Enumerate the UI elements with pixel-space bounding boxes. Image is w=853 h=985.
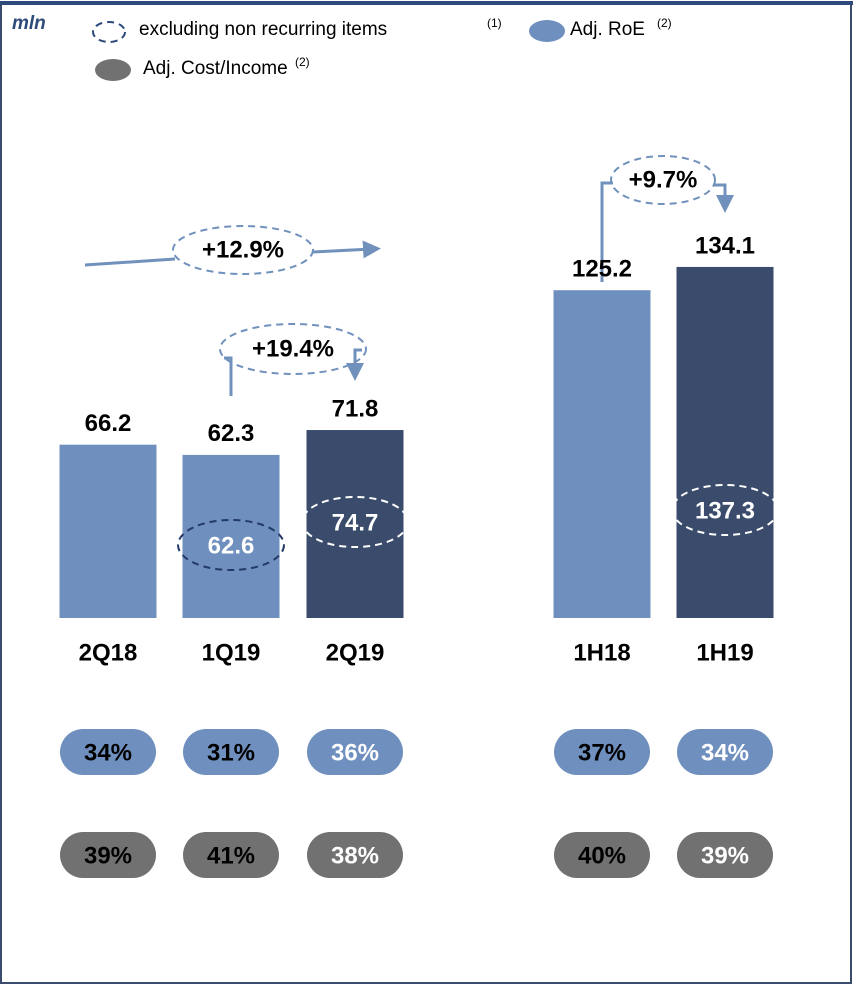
excluding-ellipse [301, 496, 409, 548]
bar [306, 430, 404, 618]
x-tick-label: 2Q18 [79, 639, 138, 666]
ratio-label: 31% [207, 739, 255, 766]
ratio-pill [554, 729, 650, 775]
connector [713, 183, 734, 213]
excluding-label: 62.6 [208, 532, 255, 559]
annotation: +9.7% [629, 166, 698, 193]
ratio-label: 39% [84, 842, 132, 869]
legend-swatch [95, 59, 131, 81]
connector [224, 356, 233, 396]
annotation: +19.4% [252, 335, 334, 362]
unit-label: mln [12, 13, 46, 34]
bar [553, 290, 651, 618]
bar [182, 454, 280, 618]
ratio-label: 39% [701, 842, 749, 869]
legend-note: (2) [657, 16, 672, 30]
excluding-label: 137.3 [695, 497, 755, 524]
ratio-label: 41% [207, 842, 255, 869]
ratio-label: 40% [578, 842, 626, 869]
x-tick-label: 1H19 [696, 639, 753, 666]
ratio-label: 38% [331, 842, 379, 869]
ratio-label: 34% [84, 739, 132, 766]
connector [346, 348, 364, 381]
legend-note: (2) [295, 55, 310, 69]
legend-label: Adj. Cost/Income [143, 58, 288, 79]
legend-note: (1) [487, 16, 502, 30]
legend-label: Adj. RoE [570, 19, 645, 40]
ratio-pill [183, 832, 279, 878]
connector [312, 240, 381, 259]
ratio-pill [677, 729, 773, 775]
value-label: 134.1 [695, 232, 755, 259]
x-tick-label: 1Q19 [202, 639, 261, 666]
value-label: 66.2 [85, 410, 132, 437]
connector [84, 257, 176, 267]
legend-swatch [529, 20, 565, 42]
x-tick-label: 2Q19 [326, 639, 385, 666]
value-label: 62.3 [208, 420, 255, 447]
ratio-label: 36% [331, 739, 379, 766]
excluding-ellipse [177, 519, 285, 571]
legend-label: excluding non recurring items [139, 19, 387, 40]
ratio-label: 34% [701, 739, 749, 766]
excluding-ellipse [671, 484, 779, 536]
ratio-pill [183, 729, 279, 775]
excluding-label: 74.7 [332, 509, 379, 536]
bar [59, 444, 157, 618]
bar [676, 266, 774, 618]
annotation-ellipse [610, 155, 716, 205]
annotation: +12.9% [202, 236, 284, 263]
ratio-label: 37% [578, 739, 626, 766]
ratio-pill [554, 832, 650, 878]
value-label: 125.2 [572, 256, 632, 283]
legend-swatch [92, 21, 126, 43]
connector [600, 181, 613, 282]
ratio-pill [677, 832, 773, 878]
ratio-pill [60, 729, 156, 775]
ratio-pill [60, 832, 156, 878]
value-label: 71.8 [332, 395, 379, 422]
ratio-pill [307, 832, 403, 878]
x-tick-label: 1H18 [573, 639, 630, 666]
annotation-ellipse [172, 225, 314, 275]
ratio-pill [307, 729, 403, 775]
annotation-ellipse [219, 323, 367, 375]
